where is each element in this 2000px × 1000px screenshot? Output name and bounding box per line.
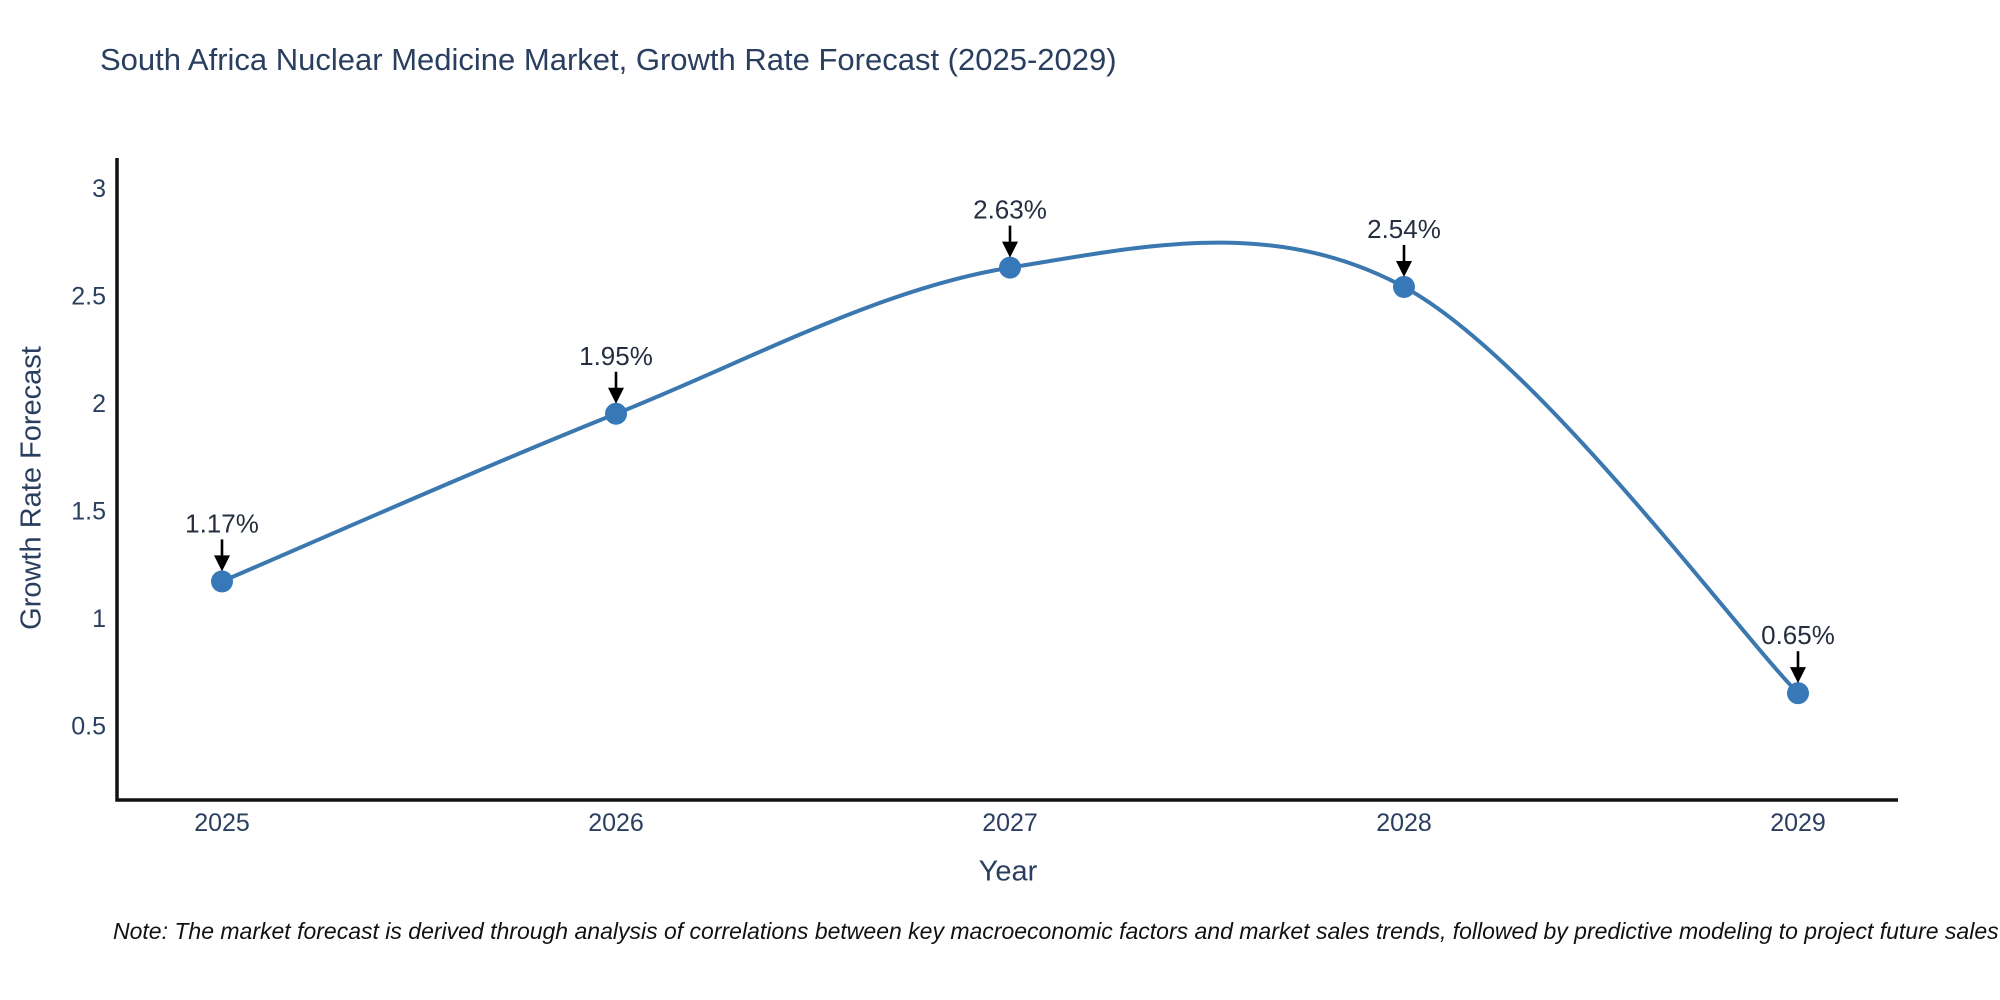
annotation-arrow-head [1790, 667, 1806, 684]
data-point-label: 1.17% [185, 508, 259, 538]
axis-lines [115, 158, 1898, 802]
x-tick-label: 2029 [1770, 809, 1826, 837]
series-line [220, 240, 1800, 696]
x-axis-title: Year [978, 855, 1038, 888]
annotation-arrow-head [1396, 260, 1412, 277]
data-point-marker[interactable] [211, 570, 233, 593]
data-point-marker[interactable] [999, 256, 1021, 279]
data-point-label: 2.63% [973, 195, 1047, 225]
annotation-arrow-head [1002, 241, 1018, 258]
y-tick-label: 1.5 [71, 497, 106, 525]
x-tick-label: 2028 [1376, 809, 1432, 837]
y-tick-label: 0.5 [71, 712, 106, 740]
y-tick-label: 1 [92, 605, 106, 633]
data-point-marker[interactable] [1393, 275, 1415, 298]
annotation-arrow-head [608, 387, 624, 404]
y-axis-title: Growth Rate Forecast [15, 346, 48, 630]
footnote: Note: The market forecast is derived thr… [113, 918, 1999, 944]
x-tick-label: 2026 [588, 809, 644, 837]
chart-title: South Africa Nuclear Medicine Market, Gr… [100, 42, 1117, 77]
y-tick-label: 2.5 [71, 283, 106, 311]
data-point-marker[interactable] [605, 402, 627, 425]
y-tick-label: 2 [92, 390, 106, 418]
annotation-arrow-head [214, 555, 230, 572]
x-tick-label: 2027 [982, 809, 1038, 837]
data-point-label: 0.65% [1761, 620, 1835, 650]
data-point-marker[interactable] [1787, 682, 1809, 705]
y-tick-label: 3 [92, 175, 106, 203]
x-tick-label: 2025 [194, 809, 250, 837]
data-point-label: 1.95% [579, 341, 653, 371]
data-point-label: 2.54% [1367, 214, 1441, 244]
